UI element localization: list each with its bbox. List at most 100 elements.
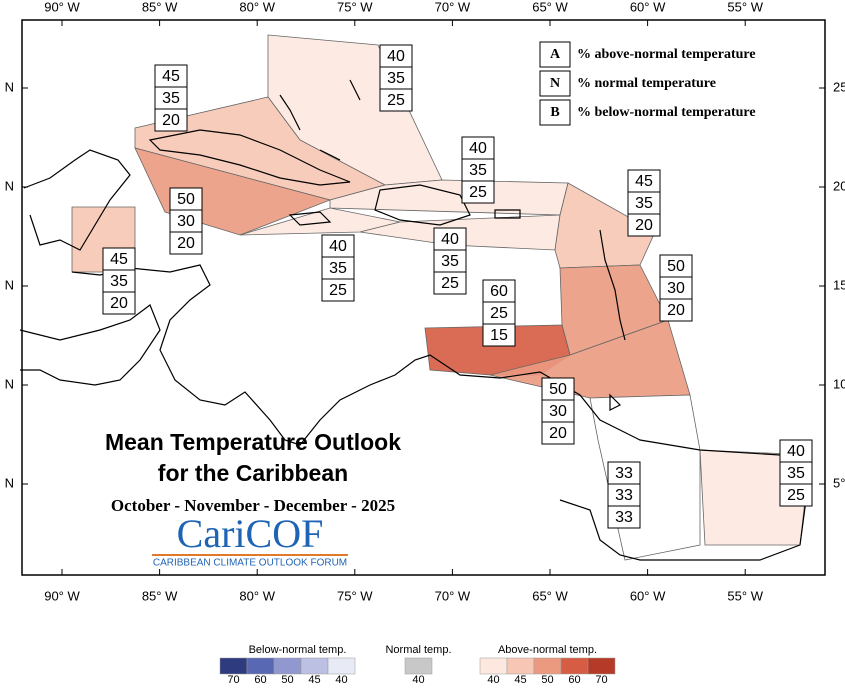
probability-box [379,88,413,112]
lat-label: N [5,79,14,94]
lat-label: 25 [833,79,845,94]
probability-value: 40 [387,48,405,65]
probability-box [659,298,693,322]
label-layer: Mean Temperature Outlook for the Caribbe… [102,41,813,569]
probability-value: 20 [177,235,195,252]
lat-label: N [5,376,14,391]
legend-swatch [533,657,562,675]
probability-value: 40 [787,443,805,460]
probability-value: 25 [787,487,805,504]
probability-box [482,323,516,347]
legend-label: 50 [281,674,293,684]
lon-label: 80° W [239,588,275,603]
lat-label: 15 [833,277,845,292]
title-line: for the Caribbean [158,460,348,486]
lon-label: 85° W [142,588,178,603]
probability-value: 45 [110,251,128,268]
probability-value: 20 [162,112,180,129]
probability-value: 35 [110,273,128,290]
legend-title: Above-normal temp. [498,644,597,656]
probability-value: 30 [667,280,685,297]
probability-value: 35 [469,162,487,179]
legend-swatch [273,657,302,675]
legend-swatch [404,657,433,675]
probability-box [607,505,641,529]
probability-value: 25 [387,92,405,109]
lon-label: 55° W [727,588,763,603]
probability-box [321,278,355,302]
probability-value: 35 [387,70,405,87]
probability-value: 50 [667,258,685,275]
key-letter: B [550,105,559,120]
lon-label: 75° W [337,588,373,603]
legend-label: 40 [412,674,424,684]
lon-label: 70° W [435,0,471,14]
probability-value: 50 [177,191,195,208]
probability-value: 40 [441,231,459,248]
probability-box [102,291,136,315]
lon-label: 90° W [44,0,80,14]
lat-label: 20 [833,178,845,193]
probability-box [154,108,188,132]
legend-label: 40 [335,674,347,684]
legend-label: 70 [227,674,239,684]
probability-value: 35 [441,253,459,270]
probability-box [627,213,661,237]
legend-title: Normal temp. [385,644,451,656]
legend-label: 45 [308,674,320,684]
probability-value: 20 [549,425,567,442]
probability-value: 33 [615,509,633,526]
key-text: % below-normal temperature [577,105,756,120]
key-box [539,70,571,97]
legend-label: 40 [487,674,499,684]
title-line: Mean Temperature Outlook [105,429,401,455]
lon-label: 65° W [532,0,568,14]
lon-label: 80° W [239,0,275,14]
probability-value: 25 [490,305,508,322]
legend-swatch [327,657,356,675]
legend-label: 45 [514,674,526,684]
probability-value: 35 [329,260,347,277]
key-text: % above-normal temperature [577,47,756,62]
probability-box [461,180,495,204]
probability-value: 40 [329,238,347,255]
lon-label: 55° W [727,0,763,14]
legend-swatch [587,657,616,675]
legend-label: 70 [595,674,607,684]
probability-box [541,421,575,445]
lat-label: 5° [833,475,845,490]
probability-value: 30 [549,403,567,420]
probability-value: 40 [469,140,487,157]
lat-label: 10 [833,376,845,391]
probability-value: 15 [490,327,508,344]
probability-value: 33 [615,487,633,504]
probability-value: 20 [667,302,685,319]
key-box [539,41,571,68]
lon-label: 90° W [44,588,80,603]
probability-value: 60 [490,283,508,300]
lat-label: N [5,277,14,292]
legend-swatch [246,657,275,675]
lat-label: N [5,178,14,193]
probability-value: 50 [549,381,567,398]
probability-value: 20 [110,295,128,312]
probability-box [779,483,813,507]
period: October - November - December - 2025 [111,496,395,515]
coastlines [19,79,811,561]
legend-label: 50 [541,674,553,684]
probability-value: 35 [635,195,653,212]
probability-value: 35 [787,465,805,482]
logo: CariCOF [177,511,324,556]
probability-value: 45 [635,173,653,190]
probability-value: 25 [469,184,487,201]
legend-swatch [506,657,535,675]
lon-label: 60° W [630,0,666,14]
lon-label: 70° W [435,588,471,603]
probability-value: 35 [162,90,180,107]
probability-value: 20 [635,217,653,234]
legend-swatch [219,657,248,675]
legend-swatch [479,657,508,675]
probability-value: 30 [177,213,195,230]
key-letter: A [550,47,561,62]
